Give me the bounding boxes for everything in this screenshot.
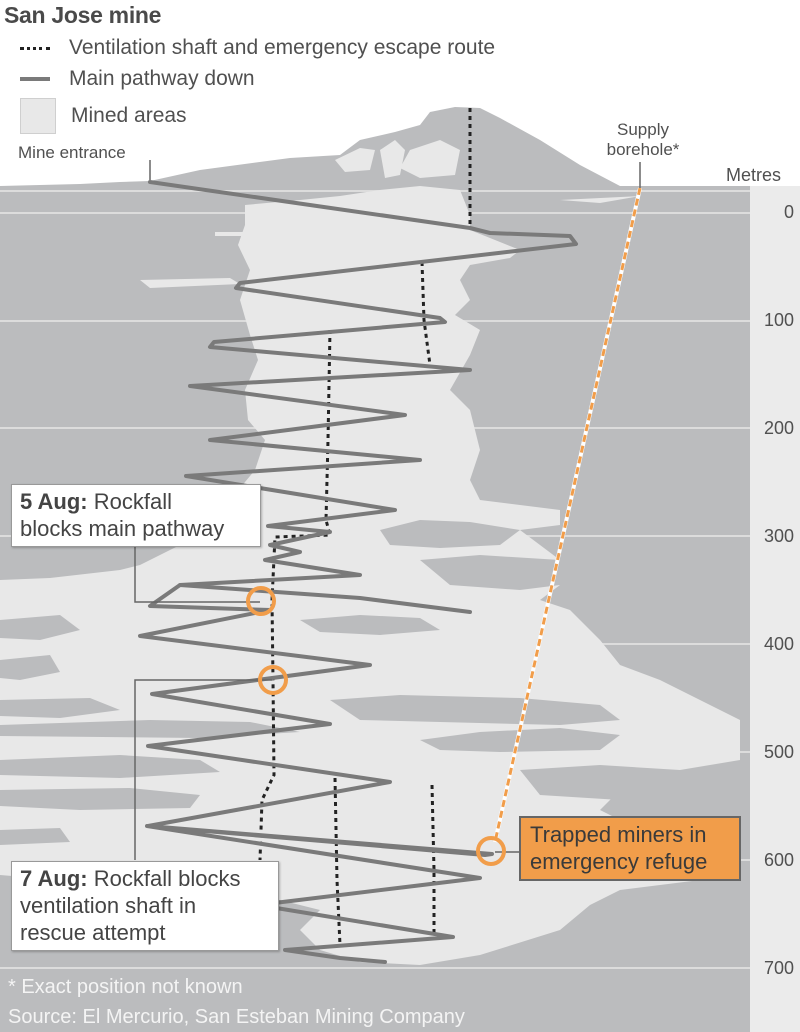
mined-area-swatch-icon bbox=[20, 98, 56, 134]
callout-trapped-miners: Trapped miners in emergency refuge bbox=[519, 816, 741, 881]
callout-aug7-text1: Rockfall blocks bbox=[87, 866, 241, 891]
surface-mined bbox=[335, 140, 460, 178]
solid-line-icon bbox=[20, 77, 50, 81]
footer: * Exact position not known Source: El Me… bbox=[0, 970, 750, 1032]
callout-aug7-text2: ventilation shaft in bbox=[20, 893, 197, 918]
axis-tick-600: 600 bbox=[763, 850, 794, 870]
callout-trapped-text2: emergency refuge bbox=[530, 849, 708, 874]
footnote: * Exact position not known bbox=[8, 976, 243, 998]
legend-ventilation-label: Ventilation shaft and emergency escape r… bbox=[69, 36, 496, 59]
supply-borehole-line2: borehole* bbox=[606, 140, 680, 159]
legend-ventilation: Ventilation shaft and emergency escape r… bbox=[20, 36, 495, 60]
axis-tick-200: 200 bbox=[763, 418, 794, 438]
axis-tick-300: 300 bbox=[763, 526, 794, 546]
callout-aug5-text1: Rockfall bbox=[87, 489, 172, 514]
legend-pathway-label: Main pathway down bbox=[69, 67, 255, 90]
metres-axis-title: Metres bbox=[726, 165, 782, 185]
legend-mined-label: Mined areas bbox=[71, 104, 187, 127]
dotted-line-icon bbox=[20, 46, 50, 50]
trapped-miners-marker bbox=[476, 836, 506, 866]
callout-aug5-date: 5 Aug: bbox=[20, 489, 88, 514]
callout-aug7-date: 7 Aug: bbox=[20, 866, 88, 891]
axis-panel bbox=[750, 186, 800, 1032]
supply-borehole-line bbox=[493, 187, 642, 843]
surface-terrain bbox=[0, 107, 620, 186]
callout-aug5: 5 Aug: Rockfall blocks main pathway bbox=[11, 484, 261, 547]
mined-fingers bbox=[140, 196, 640, 288]
legend-mined: Mined areas bbox=[20, 98, 187, 134]
supply-borehole-line1: Supply bbox=[617, 120, 669, 139]
axis-tick-700: 700 bbox=[763, 958, 794, 978]
axis-tick-500: 500 bbox=[763, 742, 794, 762]
callout-leaders bbox=[134, 160, 641, 860]
main-pathway bbox=[138, 180, 578, 964]
axis-tick-0: 0 bbox=[783, 202, 794, 222]
ventilation-shaft bbox=[258, 108, 472, 946]
axis-tick-100: 100 bbox=[763, 310, 794, 330]
rockfall-aug5-marker bbox=[246, 586, 276, 616]
callout-aug5-text2: blocks main pathway bbox=[20, 516, 225, 541]
axis-tick-400: 400 bbox=[763, 634, 794, 654]
callout-aug7-text3: rescue attempt bbox=[20, 920, 166, 945]
event-markers bbox=[246, 586, 506, 866]
legend-pathway: Main pathway down bbox=[20, 67, 255, 91]
callout-aug7: 7 Aug: Rockfall blocks ventilation shaft… bbox=[11, 861, 279, 951]
rockfall-aug7-marker bbox=[258, 665, 288, 695]
mine-entrance-label: Mine entrance bbox=[18, 143, 126, 162]
callout-trapped-text1: Trapped miners in bbox=[530, 822, 707, 847]
source-note: Source: El Mercurio, San Esteban Mining … bbox=[8, 1006, 465, 1028]
supply-borehole-label: Supply borehole* bbox=[588, 120, 698, 160]
page-title: San Jose mine bbox=[4, 2, 162, 28]
rock-intrusions bbox=[0, 520, 700, 845]
